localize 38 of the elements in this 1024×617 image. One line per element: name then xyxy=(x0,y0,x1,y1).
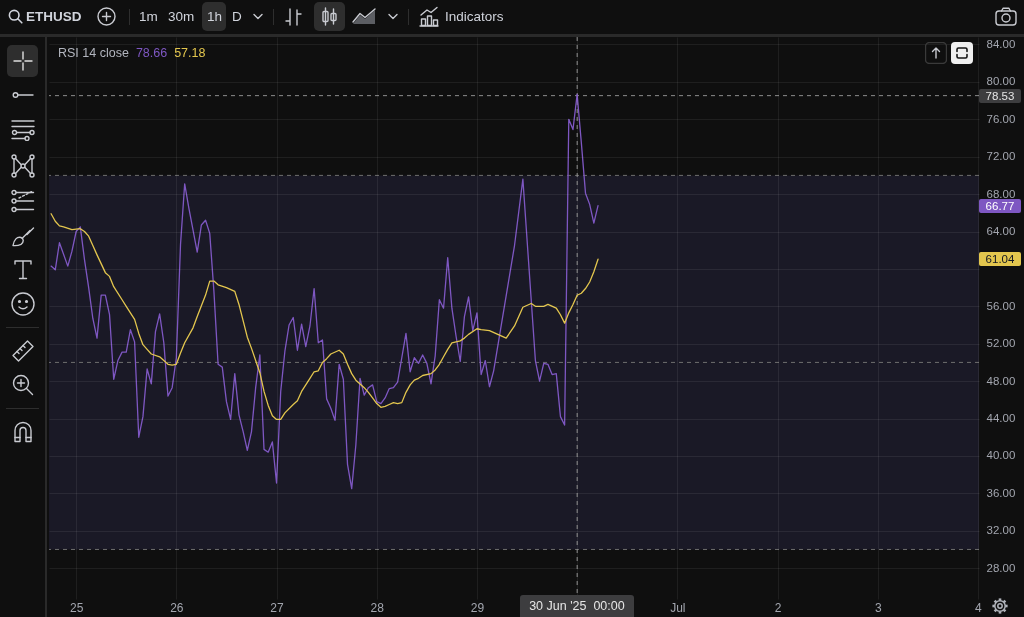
y-tick-label: 68.00 xyxy=(986,187,1016,200)
ref-line-label: 30 Jun '25 00:00 xyxy=(520,595,634,617)
y-tick-label: 36.00 xyxy=(986,486,1016,499)
x-tick-label: 4 xyxy=(975,600,983,615)
y-tick-label: 40.00 xyxy=(986,449,1016,462)
x-tick-label: 2 xyxy=(774,600,782,615)
text: D xyxy=(232,9,242,25)
y-tick-label: 48.00 xyxy=(986,374,1016,387)
line-series xyxy=(50,93,599,490)
x-tick-label: 3 xyxy=(874,600,882,615)
y-tick-label: 72.00 xyxy=(986,150,1016,163)
ref-line-label: 78.53 xyxy=(979,88,1021,103)
text: 1m xyxy=(139,9,158,25)
x-tick-label: 27 xyxy=(270,600,285,615)
text: 1h xyxy=(207,9,223,25)
y-tick-label: 32.00 xyxy=(986,524,1016,537)
y-tick-label: 44.00 xyxy=(986,412,1016,425)
line-series xyxy=(50,213,599,421)
y-tick-label: 76.00 xyxy=(986,112,1016,125)
x-tick-label: 29 xyxy=(470,600,485,615)
x-tick-label: 28 xyxy=(370,600,385,615)
chart-subtitle: ETHUSD xyxy=(26,9,82,25)
y-tick-label: 84.00 xyxy=(986,37,1016,50)
text: 61.04 xyxy=(979,252,1021,267)
y-tick-label: 64.00 xyxy=(986,225,1016,237)
text: Indicators xyxy=(445,9,504,25)
y-tick-label: 52.00 xyxy=(986,337,1016,350)
annotation: 57.18 xyxy=(174,46,206,60)
y-tick-label: 80.00 xyxy=(986,75,1016,88)
text: 30m xyxy=(168,9,195,25)
y-tick-label: 56.00 xyxy=(986,299,1016,312)
x-tick-label: Jul xyxy=(670,600,686,615)
text: RSI 14 close xyxy=(58,46,129,60)
y-tick-label: 28.00 xyxy=(986,561,1016,574)
x-tick-label: 26 xyxy=(170,600,184,615)
text: 66.77 xyxy=(979,198,1021,213)
x-tick-label: 25 xyxy=(69,600,84,615)
annotation: 78.66 xyxy=(135,46,168,60)
